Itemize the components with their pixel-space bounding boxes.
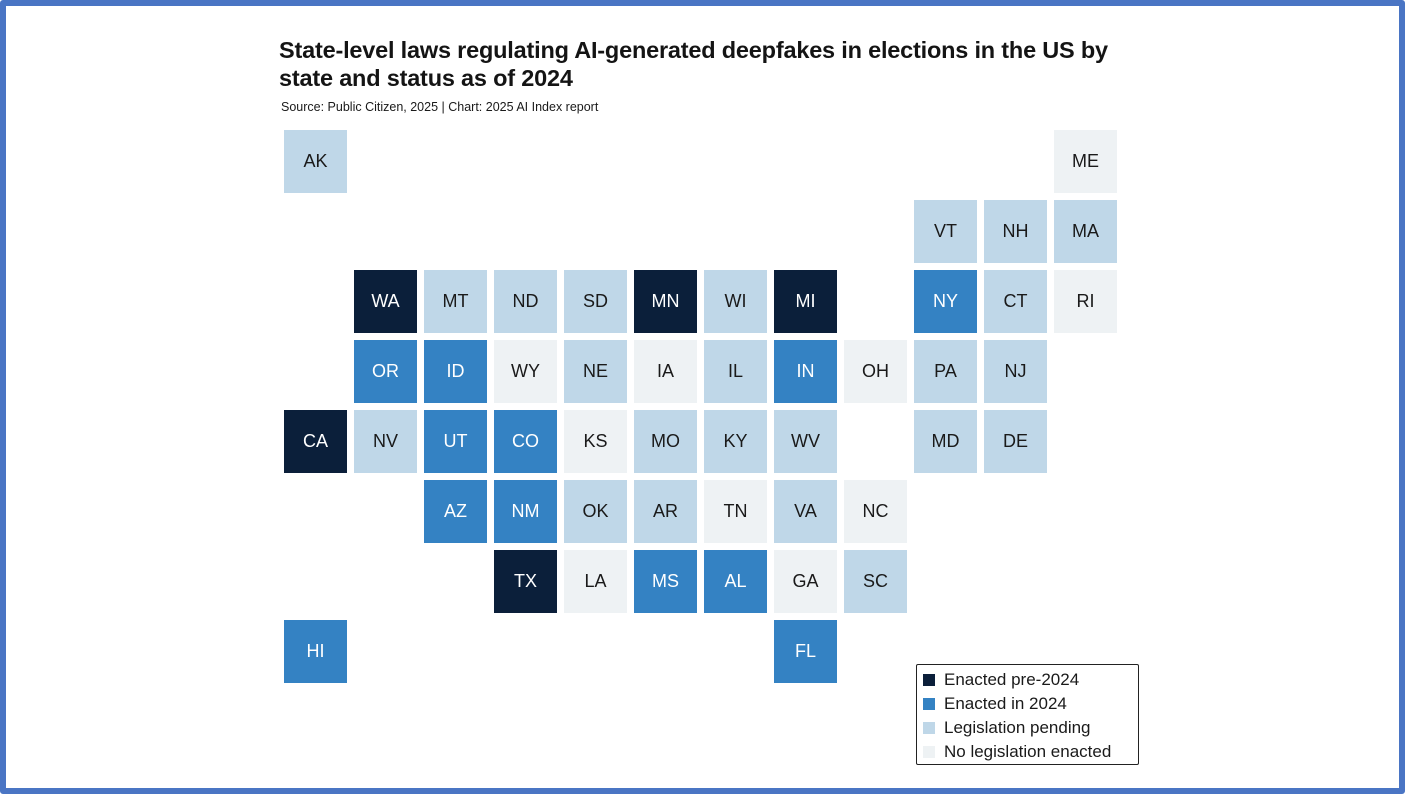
state-tile-in: IN bbox=[774, 340, 837, 403]
state-tile-fl: FL bbox=[774, 620, 837, 683]
state-tile-mi: MI bbox=[774, 270, 837, 333]
state-tile-ky: KY bbox=[704, 410, 767, 473]
state-tile-de: DE bbox=[984, 410, 1047, 473]
state-tile-ar: AR bbox=[634, 480, 697, 543]
chart-title: State-level laws regulating AI-generated… bbox=[279, 37, 1108, 91]
state-tile-id: ID bbox=[424, 340, 487, 403]
chart-source-subtitle: Source: Public Citizen, 2025 | Chart: 20… bbox=[281, 100, 599, 114]
state-tile-or: OR bbox=[354, 340, 417, 403]
legend-label: Enacted in 2024 bbox=[944, 694, 1067, 713]
state-tile-nc: NC bbox=[844, 480, 907, 543]
state-tile-ms: MS bbox=[634, 550, 697, 613]
state-tile-nd: ND bbox=[494, 270, 557, 333]
state-tile-nv: NV bbox=[354, 410, 417, 473]
state-tile-mo: MO bbox=[634, 410, 697, 473]
state-tile-md: MD bbox=[914, 410, 977, 473]
state-tile-la: LA bbox=[564, 550, 627, 613]
legend-label: No legislation enacted bbox=[944, 742, 1112, 761]
state-tile-ak: AK bbox=[284, 130, 347, 193]
state-tile-wv: WV bbox=[774, 410, 837, 473]
state-tile-oh: OH bbox=[844, 340, 907, 403]
state-tile-il: IL bbox=[704, 340, 767, 403]
state-tile-ca: CA bbox=[284, 410, 347, 473]
state-tile-wi: WI bbox=[704, 270, 767, 333]
state-tile-az: AZ bbox=[424, 480, 487, 543]
legend-swatch bbox=[923, 698, 935, 710]
state-tile-ut: UT bbox=[424, 410, 487, 473]
state-tile-wa: WA bbox=[354, 270, 417, 333]
state-tile-ks: KS bbox=[564, 410, 627, 473]
state-tile-tx: TX bbox=[494, 550, 557, 613]
state-tile-ct: CT bbox=[984, 270, 1047, 333]
state-tile-pa: PA bbox=[914, 340, 977, 403]
legend-swatch bbox=[923, 722, 935, 734]
state-tile-sc: SC bbox=[844, 550, 907, 613]
state-tile-ok: OK bbox=[564, 480, 627, 543]
state-tile-wy: WY bbox=[494, 340, 557, 403]
state-tile-nh: NH bbox=[984, 200, 1047, 263]
state-tile-tn: TN bbox=[704, 480, 767, 543]
legend-swatch bbox=[923, 746, 935, 758]
state-tile-va: VA bbox=[774, 480, 837, 543]
legend: Enacted pre-2024 Enacted in 2024 Legisla… bbox=[916, 664, 1139, 765]
state-tile-al: AL bbox=[704, 550, 767, 613]
legend-swatch bbox=[923, 674, 935, 686]
state-tile-ia: IA bbox=[634, 340, 697, 403]
state-tile-ne: NE bbox=[564, 340, 627, 403]
state-tile-nj: NJ bbox=[984, 340, 1047, 403]
state-tile-mt: MT bbox=[424, 270, 487, 333]
state-tile-ga: GA bbox=[774, 550, 837, 613]
legend-item-no-legislation: No legislation enacted bbox=[923, 740, 1138, 764]
state-tile-nm: NM bbox=[494, 480, 557, 543]
state-tile-mn: MN bbox=[634, 270, 697, 333]
state-tile-ma: MA bbox=[1054, 200, 1117, 263]
legend-label: Enacted pre-2024 bbox=[944, 670, 1080, 689]
state-tile-hi: HI bbox=[284, 620, 347, 683]
legend-item-enacted-pre-2024: Enacted pre-2024 bbox=[923, 668, 1138, 692]
state-tile-ri: RI bbox=[1054, 270, 1117, 333]
legend-item-enacted-2024: Enacted in 2024 bbox=[923, 692, 1138, 716]
state-tile-co: CO bbox=[494, 410, 557, 473]
state-tile-me: ME bbox=[1054, 130, 1117, 193]
legend-label: Legislation pending bbox=[944, 718, 1091, 737]
legend-item-pending: Legislation pending bbox=[923, 716, 1138, 740]
state-tile-sd: SD bbox=[564, 270, 627, 333]
state-tile-vt: VT bbox=[914, 200, 977, 263]
state-tile-ny: NY bbox=[914, 270, 977, 333]
